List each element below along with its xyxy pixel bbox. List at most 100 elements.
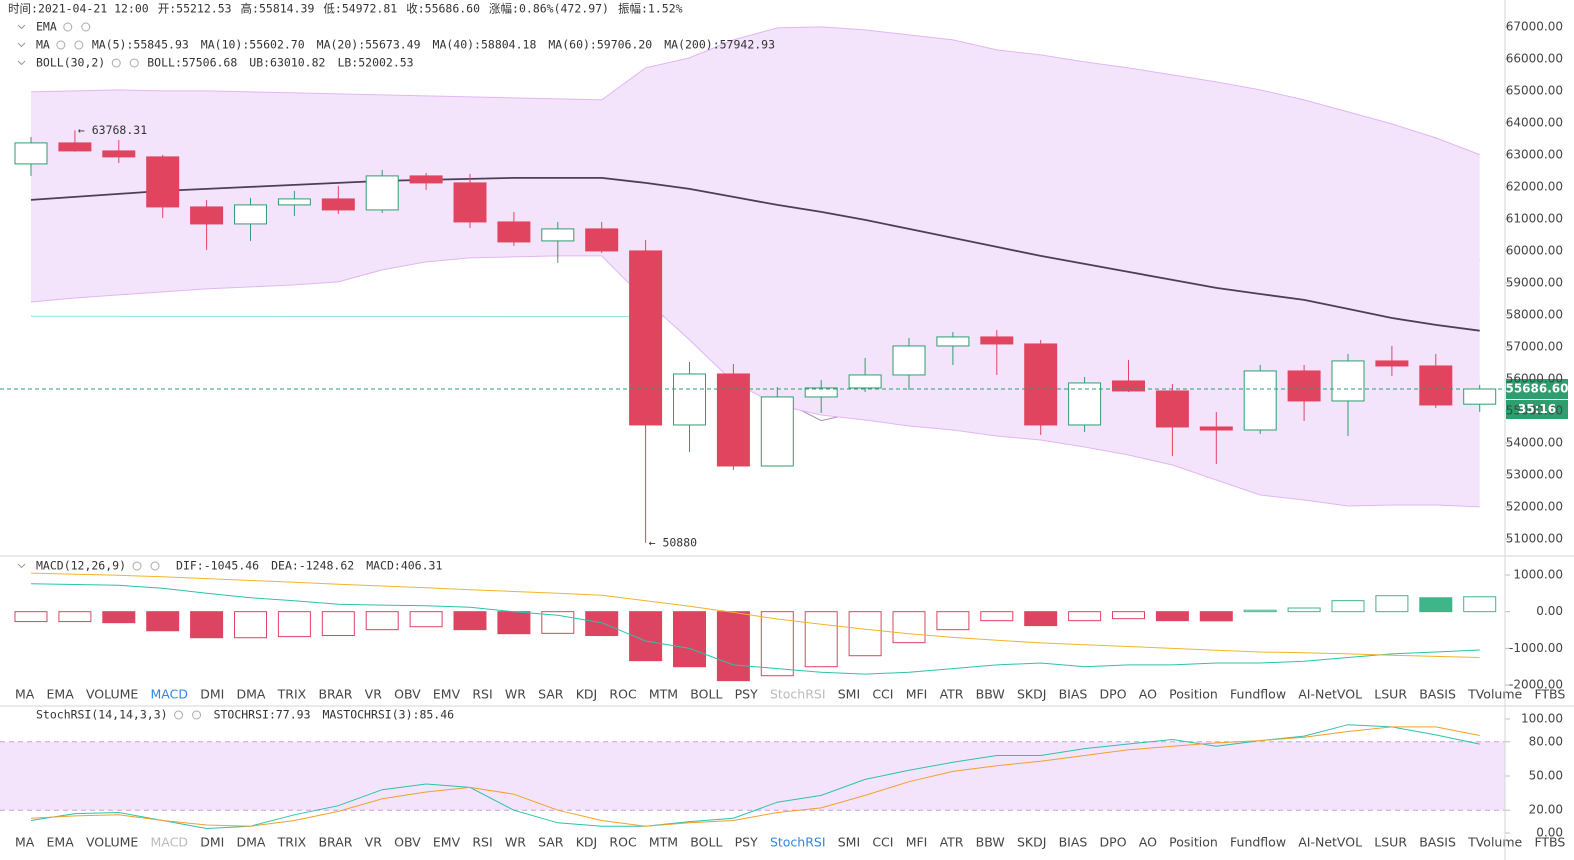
- indicator-tab[interactable]: VR: [365, 835, 383, 850]
- indicator-tab[interactable]: DMI: [200, 687, 224, 702]
- legend-value: 55673.49: [365, 38, 420, 52]
- collapse-icon[interactable]: [17, 60, 26, 66]
- indicator-tab[interactable]: EMV: [433, 835, 461, 850]
- candle-body: [14, 142, 48, 165]
- indicator-tab[interactable]: RSI: [472, 835, 492, 850]
- indicator-tab[interactable]: FTBS: [1534, 835, 1565, 850]
- indicator-tab[interactable]: EMV: [433, 687, 461, 702]
- indicator-tab[interactable]: MFI: [906, 687, 928, 702]
- indicator-tab[interactable]: StochRSI: [770, 835, 826, 850]
- indicator-tab[interactable]: Fundflow: [1230, 687, 1286, 702]
- indicator-tab[interactable]: MTM: [649, 687, 678, 702]
- indicator-tab[interactable]: LSUR: [1374, 835, 1407, 850]
- macd-bar: [585, 611, 619, 637]
- indicator-tab[interactable]: SKDJ: [1017, 835, 1046, 850]
- indicator-tab[interactable]: BASIS: [1419, 835, 1456, 850]
- indicator-tab[interactable]: WR: [505, 835, 526, 850]
- indicator-tab[interactable]: SMI: [838, 687, 860, 702]
- indicator-tab[interactable]: AO: [1139, 687, 1157, 702]
- indicator-tab[interactable]: DMA: [237, 687, 266, 702]
- indicator-tab[interactable]: CCI: [872, 835, 893, 850]
- indicator-line: [30, 26, 1480, 156]
- indicator-line: [30, 726, 1480, 827]
- indicator-tab[interactable]: BIAS: [1059, 687, 1088, 702]
- collapse-icon[interactable]: [17, 563, 26, 569]
- indicator-tab[interactable]: VOLUME: [86, 687, 138, 702]
- y-tick-label: 52000.00: [1506, 499, 1563, 513]
- indicator-tab[interactable]: MTM: [649, 835, 678, 850]
- visibility-icon[interactable]: [132, 561, 142, 571]
- macd-bar: [1375, 595, 1409, 613]
- visibility-icon[interactable]: [111, 58, 121, 68]
- visibility-icon[interactable]: [174, 710, 184, 720]
- indicator-tab[interactable]: AI-NetVOL: [1298, 835, 1362, 850]
- indicator-tab[interactable]: OBV: [394, 835, 421, 850]
- indicator-tab[interactable]: BASIS: [1419, 687, 1456, 702]
- indicator-tab[interactable]: FTBS: [1534, 687, 1565, 702]
- countdown-label: 35:16: [1518, 402, 1556, 416]
- indicator-tab[interactable]: BOLL: [690, 687, 722, 702]
- indicator-tab[interactable]: Position: [1169, 687, 1218, 702]
- indicator-tab[interactable]: TVolume: [1467, 687, 1522, 702]
- indicator-tab[interactable]: ATR: [940, 687, 964, 702]
- indicator-tab[interactable]: KDJ: [576, 835, 598, 850]
- indicator-tab[interactable]: TRIX: [277, 687, 307, 702]
- indicator-tab[interactable]: RSI: [472, 687, 492, 702]
- indicator-tab[interactable]: SMI: [838, 835, 860, 850]
- settings-icon[interactable]: [150, 561, 160, 571]
- indicator-tab[interactable]: DMI: [200, 835, 224, 850]
- indicator-tab[interactable]: SAR: [538, 687, 564, 702]
- indicator-tab[interactable]: ROC: [609, 835, 637, 850]
- y-tick-label: 56000.00: [1506, 371, 1563, 385]
- settings-icon[interactable]: [81, 22, 91, 32]
- indicator-tab[interactable]: EMA: [47, 835, 75, 850]
- indicator-tab[interactable]: SKDJ: [1017, 687, 1046, 702]
- indicator-tab[interactable]: LSUR: [1374, 687, 1407, 702]
- indicator-tab[interactable]: Position: [1169, 835, 1218, 850]
- header-value: 55686.60: [425, 2, 480, 16]
- indicator-tab[interactable]: MACD: [151, 687, 188, 702]
- y-tick-label: 0.00: [1536, 826, 1563, 840]
- indicator-tab[interactable]: PSY: [735, 687, 758, 702]
- indicator-tab[interactable]: BBW: [976, 835, 1005, 850]
- indicator-tab[interactable]: AO: [1139, 835, 1157, 850]
- settings-icon[interactable]: [74, 40, 84, 50]
- indicator-tab[interactable]: OBV: [394, 687, 421, 702]
- indicator-tab[interactable]: AI-NetVOL: [1298, 687, 1362, 702]
- visibility-icon[interactable]: [63, 22, 73, 32]
- candle-body: [716, 373, 750, 467]
- indicator-tab[interactable]: BBW: [976, 687, 1005, 702]
- indicator-tab[interactable]: EMA: [47, 687, 75, 702]
- indicator-tab[interactable]: Fundflow: [1230, 835, 1286, 850]
- collapse-icon[interactable]: [17, 42, 26, 48]
- settings-icon[interactable]: [129, 58, 139, 68]
- y-tick-label: 50.00: [1529, 768, 1563, 782]
- visibility-icon[interactable]: [56, 40, 66, 50]
- indicator-tab[interactable]: BRAR: [318, 687, 352, 702]
- indicator-tab[interactable]: BIAS: [1059, 835, 1088, 850]
- indicator-tab[interactable]: ATR: [940, 835, 964, 850]
- indicator-tab[interactable]: BOLL: [690, 835, 722, 850]
- indicator-tab[interactable]: SAR: [538, 835, 564, 850]
- indicator-tab[interactable]: KDJ: [576, 687, 598, 702]
- indicator-tab[interactable]: ROC: [609, 687, 637, 702]
- indicator-tab[interactable]: VR: [365, 687, 383, 702]
- indicator-tab[interactable]: CCI: [872, 687, 893, 702]
- indicator-tab[interactable]: WR: [505, 687, 526, 702]
- indicator-tab[interactable]: DMA: [237, 835, 266, 850]
- indicator-tab[interactable]: TVolume: [1467, 835, 1522, 850]
- indicator-tab[interactable]: BRAR: [318, 835, 352, 850]
- indicator-tab[interactable]: MFI: [906, 835, 928, 850]
- collapse-icon[interactable]: [17, 24, 26, 30]
- indicator-tab[interactable]: PSY: [735, 835, 758, 850]
- indicator-tab[interactable]: MACD: [151, 835, 188, 850]
- indicator-tab[interactable]: MA: [15, 835, 35, 850]
- indicator-tab[interactable]: DPO: [1100, 687, 1127, 702]
- indicator-tab[interactable]: TRIX: [277, 835, 307, 850]
- y-tick-label: 63000.00: [1506, 147, 1563, 161]
- indicator-tab[interactable]: MA: [15, 687, 35, 702]
- settings-icon[interactable]: [192, 710, 202, 720]
- indicator-tab[interactable]: VOLUME: [86, 835, 138, 850]
- indicator-tab[interactable]: DPO: [1100, 835, 1127, 850]
- indicator-tab[interactable]: StochRSI: [770, 687, 826, 702]
